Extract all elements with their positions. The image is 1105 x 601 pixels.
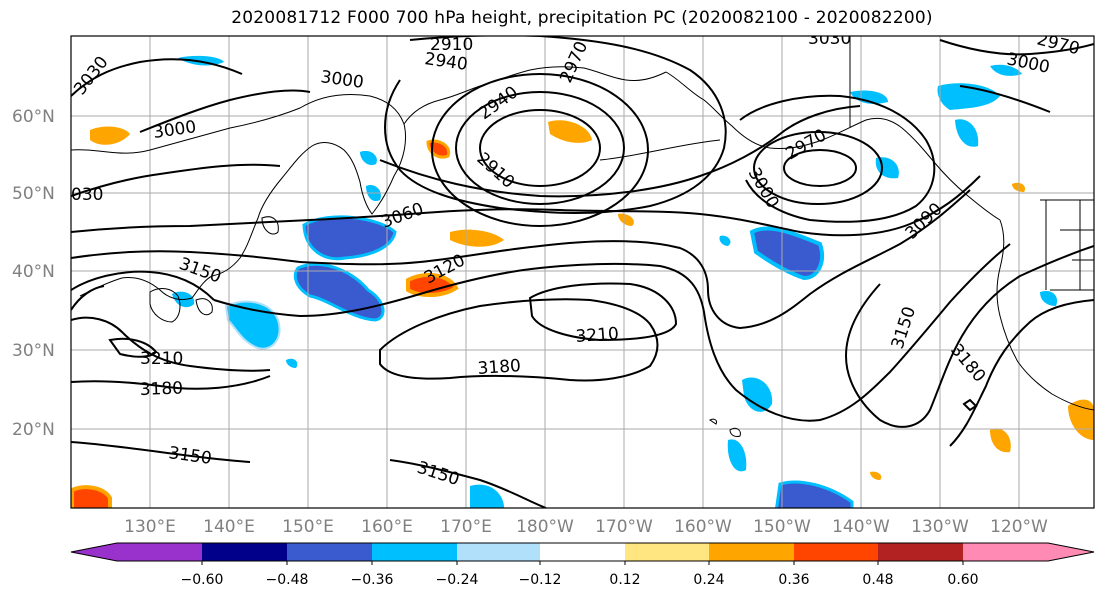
colorbar-swatch <box>794 543 878 561</box>
precip-area <box>450 229 504 247</box>
colorbar-tick-label: 0.12 <box>609 572 640 588</box>
contour-label: 3180 <box>139 378 183 399</box>
lat-label: 40°N <box>12 262 55 282</box>
colorbar-swatch <box>963 543 1094 561</box>
colorbar-tick-label: 0.60 <box>947 572 978 588</box>
contour-label: 3210 <box>140 349 183 369</box>
precip-area <box>90 126 130 145</box>
lon-label: 130°W <box>911 517 969 537</box>
plot-title: 2020081712 F000 700 hPa height, precipit… <box>231 8 933 28</box>
colorbar-tick-label: −0.48 <box>266 572 309 588</box>
lon-label: 130°E <box>124 517 176 537</box>
lon-label: 150°W <box>753 517 811 537</box>
graticule <box>71 36 1094 508</box>
lon-label: 160°E <box>361 517 413 537</box>
lon-label: 120°W <box>990 517 1048 537</box>
contour-label: 030 <box>71 185 103 205</box>
colorbar-swatch <box>287 543 372 561</box>
precip-area <box>71 485 112 508</box>
colorbar-swatch <box>372 543 457 561</box>
precip-area <box>990 428 1011 453</box>
lon-label: 170°E <box>440 517 492 537</box>
lon-label: 180°W <box>516 517 574 537</box>
colorbar-swatch <box>202 543 287 561</box>
latitude-labels: 60°N 50°N 40°N 30°N 20°N <box>12 107 55 440</box>
precip-area <box>406 272 459 297</box>
lon-label: 170°W <box>595 517 653 537</box>
colorbar-tick-label: −0.12 <box>519 572 562 588</box>
height-contours <box>71 36 1094 508</box>
lon-label: 160°W <box>674 517 732 537</box>
colorbar-swatch <box>540 543 625 561</box>
colorbar-tick-label: −0.60 <box>181 572 224 588</box>
precip-area <box>224 300 281 350</box>
colorbar-swatch <box>709 543 794 561</box>
colorbar: −0.60 −0.48 −0.36 −0.24 −0.12 0.12 0.24 … <box>70 542 1095 588</box>
longitude-labels: 130°E 140°E 150°E 160°E 170°E 180°W 170°… <box>124 517 1048 537</box>
lat-label: 20°N <box>12 420 55 440</box>
precip-area <box>742 377 773 412</box>
precip-area <box>870 471 882 480</box>
lat-label: 30°N <box>12 341 55 361</box>
precip-area <box>548 120 592 143</box>
precip-area <box>470 484 504 508</box>
precip-area <box>719 235 731 246</box>
precip-area <box>618 213 634 226</box>
precip-area <box>990 64 1022 76</box>
colorbar-swatch <box>457 543 540 561</box>
lon-label: 150°E <box>282 517 334 537</box>
precip-area <box>286 358 298 368</box>
colorbar-tick-label: −0.24 <box>436 572 479 588</box>
precip-area <box>360 150 377 166</box>
contour-label: 3210 <box>575 324 620 347</box>
precip-area <box>850 90 888 104</box>
colorbar-tick-label: 0.36 <box>778 572 809 588</box>
coastlines <box>71 36 1094 437</box>
lat-label: 50°N <box>12 184 55 204</box>
contour-label: 2910 <box>430 35 473 55</box>
colorbar-swatch <box>71 543 202 561</box>
precip-area <box>1040 290 1058 306</box>
contour-label: 3180 <box>477 356 522 379</box>
precip-area <box>727 439 747 472</box>
colorbar-swatch <box>878 543 963 561</box>
precip-area <box>775 480 854 508</box>
lat-label: 60°N <box>12 107 55 127</box>
map-frame <box>70 35 1095 509</box>
contour-label: 3030 <box>808 29 851 49</box>
colorbar-swatch <box>625 543 709 561</box>
colorbar-tick-label: 0.48 <box>862 572 893 588</box>
colorbar-tick-label: −0.36 <box>351 572 394 588</box>
precip-area <box>1068 399 1094 440</box>
colorbar-tick-label: 0.24 <box>693 572 724 588</box>
precip-area <box>749 226 824 281</box>
lon-label: 140°W <box>832 517 890 537</box>
precip-area <box>955 119 979 147</box>
lon-label: 140°E <box>203 517 255 537</box>
